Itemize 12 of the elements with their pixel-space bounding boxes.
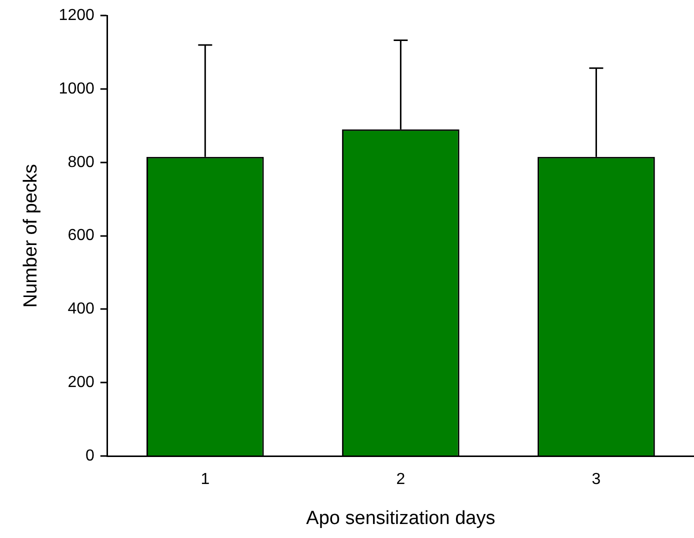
x-axis-title: Apo sensitization days bbox=[306, 508, 496, 529]
y-tick-label: 1200 bbox=[58, 7, 94, 24]
y-tick-label: 400 bbox=[68, 300, 94, 318]
y-tick-label: 0 bbox=[85, 447, 94, 464]
y-axis-title: Number of pecks bbox=[20, 164, 42, 308]
x-tick-label: 3 bbox=[592, 471, 601, 488]
y-tick-label: 800 bbox=[68, 154, 94, 171]
y-tick-label: 200 bbox=[68, 374, 94, 392]
x-tick-label: 2 bbox=[396, 471, 406, 488]
x-tick-label: 1 bbox=[200, 471, 210, 488]
y-tick-label: 1000 bbox=[58, 80, 94, 98]
y-tick-label: 600 bbox=[68, 227, 94, 244]
